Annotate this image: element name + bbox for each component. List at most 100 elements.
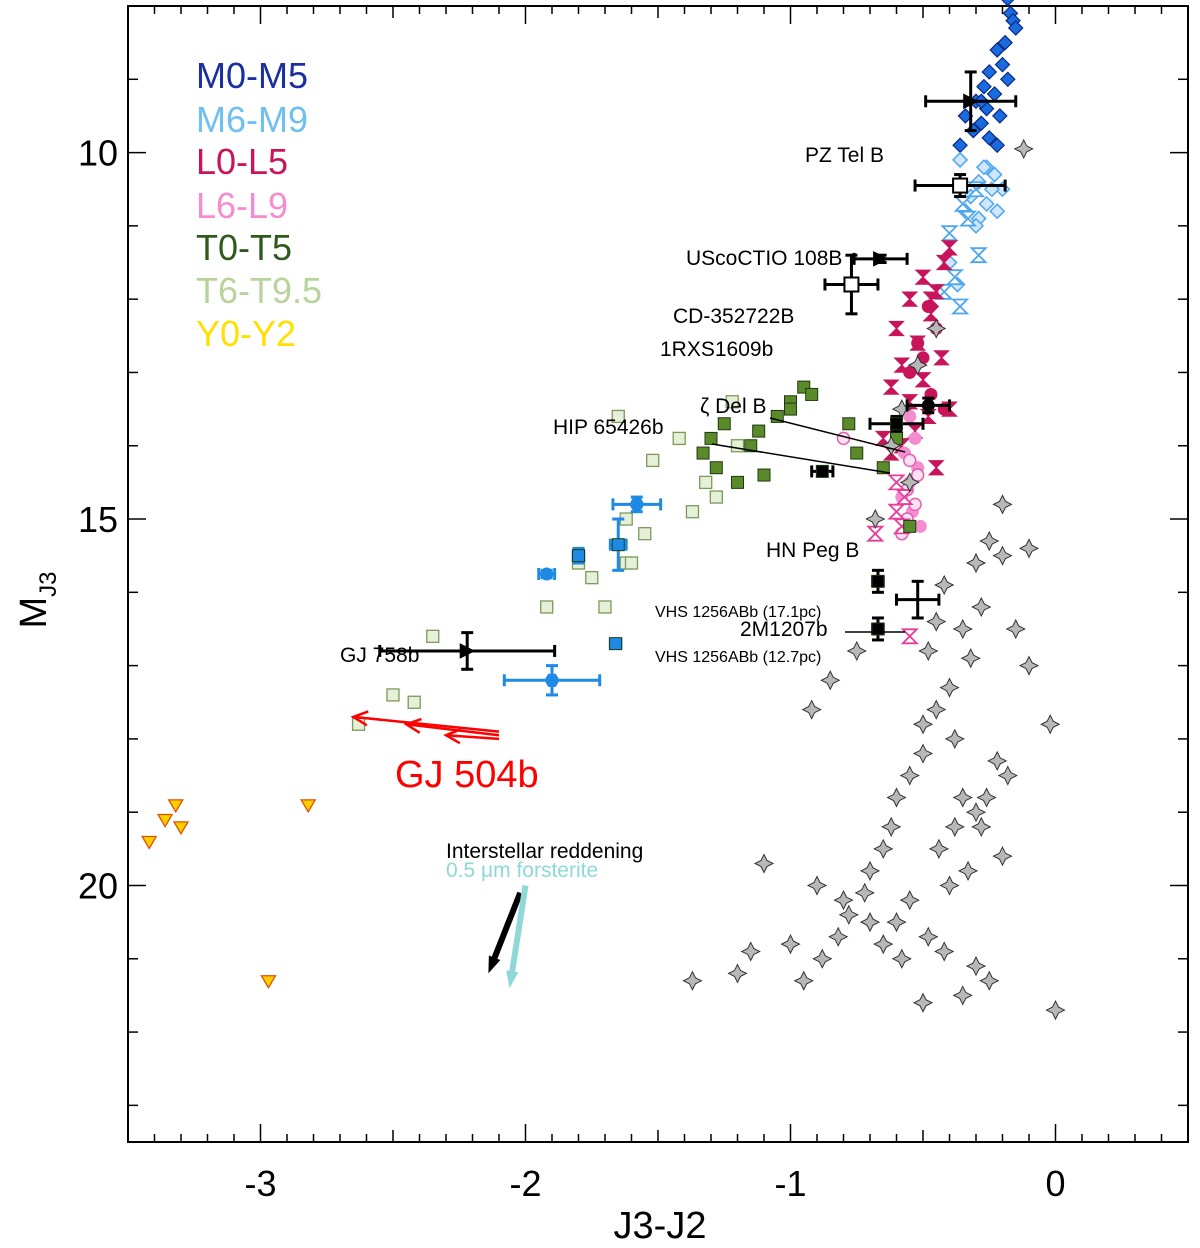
data-point bbox=[992, 846, 1013, 867]
data-point bbox=[300, 799, 317, 814]
data-point bbox=[952, 151, 969, 168]
data-point bbox=[1013, 138, 1034, 160]
data-point bbox=[1040, 714, 1061, 735]
data-point bbox=[914, 372, 932, 388]
gj504b-arrow bbox=[350, 710, 500, 733]
data-point bbox=[952, 985, 973, 1006]
data-point bbox=[926, 611, 947, 632]
data-point bbox=[912, 743, 934, 764]
data-point bbox=[986, 166, 1003, 183]
data-point bbox=[805, 387, 819, 401]
data-point bbox=[934, 574, 955, 596]
data-point bbox=[989, 203, 1006, 220]
data-point bbox=[971, 816, 992, 837]
data-point bbox=[939, 875, 960, 896]
legend-entry-t0-t5: T0-T5 bbox=[196, 227, 292, 268]
y-axis-title-main: M bbox=[13, 597, 55, 629]
data-point bbox=[899, 890, 920, 911]
data-series bbox=[141, 0, 1066, 1021]
label-cd-352722b: CD-352722B bbox=[673, 305, 794, 328]
data-point bbox=[812, 948, 833, 969]
data-point bbox=[846, 640, 867, 662]
label-gj-504b: GJ 504b bbox=[395, 754, 539, 796]
blue-error-point bbox=[571, 546, 586, 565]
arrow-head bbox=[350, 710, 369, 727]
data-point bbox=[784, 402, 797, 416]
data-point bbox=[854, 882, 875, 903]
blue-point-marker bbox=[572, 549, 585, 563]
data-point bbox=[780, 933, 801, 955]
object-marker bbox=[843, 276, 860, 293]
label-zeta-del-b: ζ Del B bbox=[700, 395, 766, 418]
data-point bbox=[941, 240, 958, 256]
axis-ticks bbox=[128, 5, 1188, 1142]
data-point bbox=[965, 955, 987, 977]
object-marker bbox=[952, 177, 969, 194]
data-point bbox=[386, 688, 400, 702]
label-1rxs1609b: 1RXS1609b bbox=[660, 338, 773, 361]
data-point bbox=[989, 42, 1006, 58]
y-tick-labels: 10 15 20 bbox=[78, 133, 118, 907]
legend-entry-y0-y2: Y0-Y2 bbox=[196, 313, 296, 354]
label-vhs-1256abb-12pc: VHS 1256ABb (12.7pc) bbox=[655, 649, 821, 666]
data-point bbox=[935, 254, 953, 271]
data-point bbox=[881, 435, 902, 456]
object-marker bbox=[873, 251, 889, 267]
data-point bbox=[899, 765, 920, 786]
series-y0-y2 bbox=[141, 799, 317, 990]
data-point bbox=[997, 765, 1018, 786]
blue-point-marker bbox=[611, 538, 625, 552]
reddening-vectors bbox=[488, 885, 529, 989]
data-point bbox=[886, 787, 907, 808]
data-point bbox=[926, 318, 947, 339]
data-point bbox=[685, 505, 700, 519]
data-point bbox=[850, 446, 864, 460]
data-point bbox=[912, 992, 934, 1013]
data-point bbox=[141, 835, 158, 850]
data-point bbox=[407, 695, 421, 709]
label-uscoctio-108b: UScoCTIO 108B bbox=[686, 247, 842, 270]
blue-error-point bbox=[608, 517, 628, 572]
data-point bbox=[1045, 999, 1066, 1021]
data-point bbox=[911, 336, 925, 350]
x-tick-label: -3 bbox=[244, 1163, 276, 1204]
data-point bbox=[945, 269, 964, 286]
data-point bbox=[900, 628, 919, 645]
data-point bbox=[907, 355, 928, 376]
data-point bbox=[167, 799, 184, 814]
y-tick-label: 20 bbox=[78, 865, 118, 906]
y-tick-label: 10 bbox=[78, 133, 118, 174]
x-tick-label: -2 bbox=[509, 1163, 541, 1204]
data-point bbox=[704, 431, 718, 445]
vector-head bbox=[506, 970, 519, 989]
data-point bbox=[740, 941, 761, 962]
data-point bbox=[944, 816, 965, 837]
data-point bbox=[865, 508, 886, 530]
data-point bbox=[731, 475, 744, 489]
data-point bbox=[888, 320, 905, 337]
blue-error-point bbox=[611, 495, 663, 514]
data-point bbox=[957, 860, 979, 881]
data-point bbox=[928, 838, 950, 859]
data-point bbox=[926, 699, 947, 720]
object-marker bbox=[815, 464, 829, 478]
data-point bbox=[901, 291, 919, 307]
data-point bbox=[842, 417, 856, 431]
data-point bbox=[793, 970, 814, 991]
label-2m1207b: 2M1207b bbox=[740, 618, 828, 641]
data-point bbox=[887, 503, 906, 520]
data-point bbox=[958, 210, 978, 227]
blue-point-marker bbox=[629, 497, 645, 511]
data-point bbox=[969, 247, 988, 264]
label-vhs-1256abb-17pc: VHS 1256ABb (17.1pc) bbox=[655, 604, 821, 621]
data-point bbox=[997, 34, 1013, 51]
data-point bbox=[965, 802, 987, 823]
data-point bbox=[873, 838, 894, 859]
highlighted-objects bbox=[378, 70, 1018, 671]
object-hip-65426b bbox=[868, 414, 925, 433]
legend: M0-M5 M6-M9 L0-L5 L6-L9 T0-T5 T6-T9.5 Y0… bbox=[196, 55, 322, 354]
data-point bbox=[744, 439, 758, 453]
x-tick-labels: -3 -2 -1 0 bbox=[244, 1163, 1065, 1204]
data-point bbox=[992, 545, 1013, 566]
label-hn-peg-b: HN Peg B bbox=[766, 539, 859, 562]
